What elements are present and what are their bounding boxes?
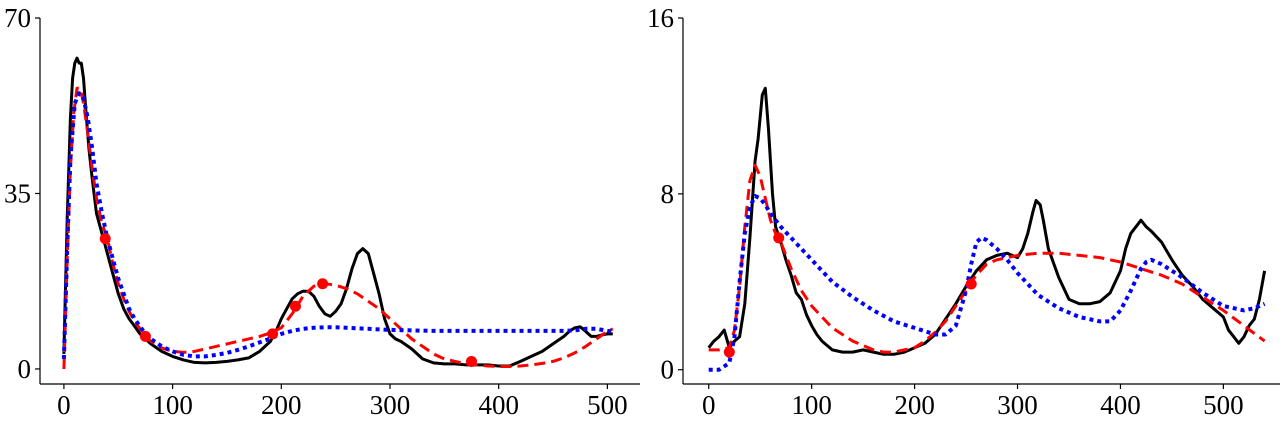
x-tick-label: 100 — [791, 390, 832, 420]
left-chart-panel: 0 100 200 300 400 500 0 35 70 — [4, 3, 640, 420]
right-chart-panel: 0 100 200 300 400 500 0 8 16 — [647, 3, 1280, 420]
observed-line — [62, 56, 613, 368]
dashed-fit-line — [708, 163, 1266, 354]
fit-marker-point — [723, 346, 735, 358]
fit-marker-point — [466, 355, 478, 367]
x-tick-label: 0 — [702, 390, 716, 420]
x-tick-label: 400 — [478, 390, 519, 420]
y-tick-label: 0 — [661, 355, 675, 385]
y-tick-label: 70 — [4, 3, 31, 33]
x-tick-label: 100 — [152, 390, 193, 420]
observed-line — [707, 86, 1267, 356]
x-tick-label: 400 — [1100, 390, 1141, 420]
y-tick-label: 8 — [661, 179, 675, 209]
fit-marker-point — [139, 330, 151, 342]
x-tick-label: 500 — [587, 390, 628, 420]
x-tick-label: 300 — [997, 390, 1038, 420]
dashed-fit-line — [62, 86, 614, 370]
y-tick-label: 35 — [4, 178, 31, 208]
fit-marker-point — [289, 300, 301, 312]
x-tick-label: 200 — [261, 390, 302, 420]
x-tick-label: 0 — [57, 390, 71, 420]
dotted-fit-line — [61, 91, 613, 359]
fit-marker-point — [317, 278, 329, 290]
fit-marker-point — [267, 328, 279, 340]
dotted-fit-line — [708, 194, 1266, 372]
y-tick-label: 16 — [647, 3, 674, 33]
y-tick-label: 0 — [18, 354, 32, 384]
fit-marker-point — [965, 278, 977, 290]
x-tick-label: 500 — [1203, 390, 1244, 420]
x-tick-label: 300 — [370, 390, 411, 420]
fit-marker-point — [99, 233, 111, 245]
fit-marker-point — [773, 232, 785, 244]
x-tick-label: 200 — [894, 390, 935, 420]
